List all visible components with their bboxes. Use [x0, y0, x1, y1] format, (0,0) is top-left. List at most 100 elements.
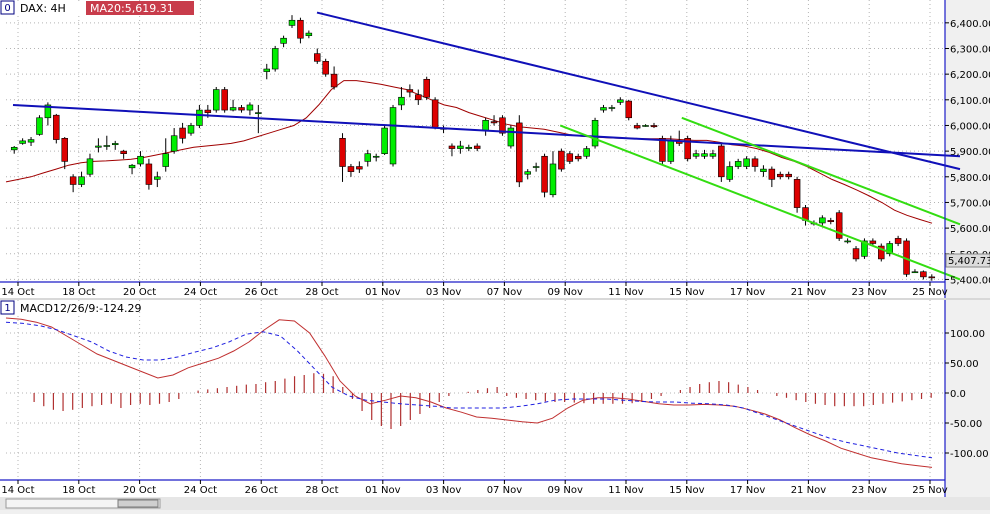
candle-body: [667, 140, 675, 162]
candle-body: [170, 135, 178, 152]
candle-body: [280, 37, 287, 44]
candle-body: [246, 104, 254, 111]
price-y-tick-label: 5,600.00: [950, 224, 990, 235]
macd-x-tick-label: 17 Nov: [730, 485, 766, 496]
macd-label: MACD12/26/9:-124.29: [20, 302, 142, 315]
candle-body: [305, 32, 313, 36]
price-x-tick-label: 23 Nov: [851, 287, 887, 298]
candle-body: [516, 122, 523, 183]
scrollbar-track[interactable]: [0, 497, 990, 510]
channel-line-blue: [12, 103, 961, 158]
price-pane[interactable]: [0, 0, 945, 298]
macd-x-tick-label: 15 Nov: [669, 485, 705, 496]
macd-line: [5, 317, 933, 468]
macd-pane-index: 1: [4, 303, 10, 314]
candle-body: [111, 143, 119, 146]
price-pane-index-box[interactable]: [0, 0, 15, 15]
macd-x-tick-label: 25 Nov: [912, 485, 948, 496]
candle-body: [448, 145, 456, 149]
candle-body: [852, 248, 860, 260]
last-price-badge: [945, 253, 990, 268]
candle-body: [389, 107, 397, 165]
candle-body: [145, 163, 153, 185]
candle-body: [583, 148, 590, 157]
price-pane-index: 0: [4, 3, 10, 14]
macd-pane[interactable]: [0, 300, 945, 497]
candle-body: [734, 161, 742, 167]
candle-body: [347, 166, 355, 172]
candle-body: [532, 166, 540, 168]
price-x-tick-label: 15 Nov: [669, 287, 705, 298]
macd-x-tick-label: 26 Oct: [245, 485, 278, 496]
candle-body: [238, 107, 245, 111]
price-x-tick-label: 18 Oct: [62, 287, 95, 298]
candle-body: [566, 153, 574, 162]
candle-body: [524, 171, 531, 175]
candle-body: [19, 140, 26, 144]
candle-body: [558, 150, 565, 170]
macd-x-tick-label: 23 Nov: [851, 485, 887, 496]
candle-body: [541, 155, 548, 193]
macd-x-tick-label: 07 Nov: [487, 485, 523, 496]
price-x-tick-label: 17 Nov: [730, 287, 766, 298]
candle-body: [263, 68, 271, 72]
candle-body: [768, 168, 776, 180]
candle-body: [482, 120, 489, 131]
price-y-tick-label: 5,800.00: [950, 173, 990, 184]
scrollbar-grip[interactable]: [117, 499, 159, 508]
candle-body: [154, 176, 161, 180]
price-y-tick-label: 5,400.00: [950, 275, 990, 286]
price-grid: [6, 0, 945, 282]
candlesticks: [10, 15, 936, 281]
candle-body: [10, 146, 18, 151]
candle-body: [886, 243, 893, 255]
candle-body: [633, 125, 641, 129]
candle-body: [36, 117, 43, 135]
channel-line-green: [681, 116, 961, 226]
price-y-tick-label: 6,400.00: [950, 19, 990, 30]
signal-line: [5, 321, 933, 459]
candle-body: [423, 78, 430, 98]
candle-body: [928, 276, 936, 279]
candle-body: [911, 271, 919, 274]
candle-body: [330, 73, 338, 88]
macd-x-tick-label: 18 Oct: [62, 485, 95, 496]
candle-body: [642, 125, 649, 127]
candle-body: [398, 96, 405, 106]
macd-y-tick-label: 100.00: [950, 329, 985, 340]
price-x-tick-label: 07 Nov: [487, 287, 523, 298]
macd-lines: [5, 317, 933, 468]
macd-label-box: [17, 301, 123, 315]
price-y-tick-label: 6,000.00: [950, 121, 990, 132]
pane-divider[interactable]: [0, 298, 990, 300]
ma20-polyline: [5, 80, 933, 224]
candle-body: [103, 145, 111, 147]
candle-body: [255, 112, 262, 114]
candle-body: [793, 179, 801, 208]
scrollbar-thumb[interactable]: [5, 498, 161, 509]
macd-pane-index-box[interactable]: [0, 300, 15, 315]
candle-body: [406, 89, 414, 93]
ma-label-box: [86, 1, 194, 15]
candle-body: [196, 109, 203, 126]
price-y-tick-label: 5,900.00: [950, 147, 990, 158]
candle-body: [894, 238, 902, 244]
macd-grid: [6, 300, 945, 480]
candle-body: [600, 107, 607, 111]
macd-x-tick-label: 14 Oct: [1, 485, 34, 496]
candle-body: [844, 240, 851, 243]
macd-x-tick-label: 11 Nov: [608, 485, 644, 496]
candle-body: [95, 145, 102, 148]
ma-label: MA20:5,619.31: [90, 2, 174, 15]
candle-body: [785, 173, 792, 178]
candle-body: [322, 61, 329, 75]
candle-body: [709, 153, 717, 157]
price-x-tick-label: 11 Nov: [608, 287, 644, 298]
price-x-axis: 14 Oct 18 Oct 20 Oct 24 Oct 26 Oct 28 Oct 01 N…: [0, 281, 948, 298]
price-y-tick-label: 6,100.00: [950, 96, 990, 107]
candle-body: [137, 155, 144, 165]
candle-body: [507, 127, 515, 147]
macd-y-tick-label: 50.00: [950, 359, 979, 370]
